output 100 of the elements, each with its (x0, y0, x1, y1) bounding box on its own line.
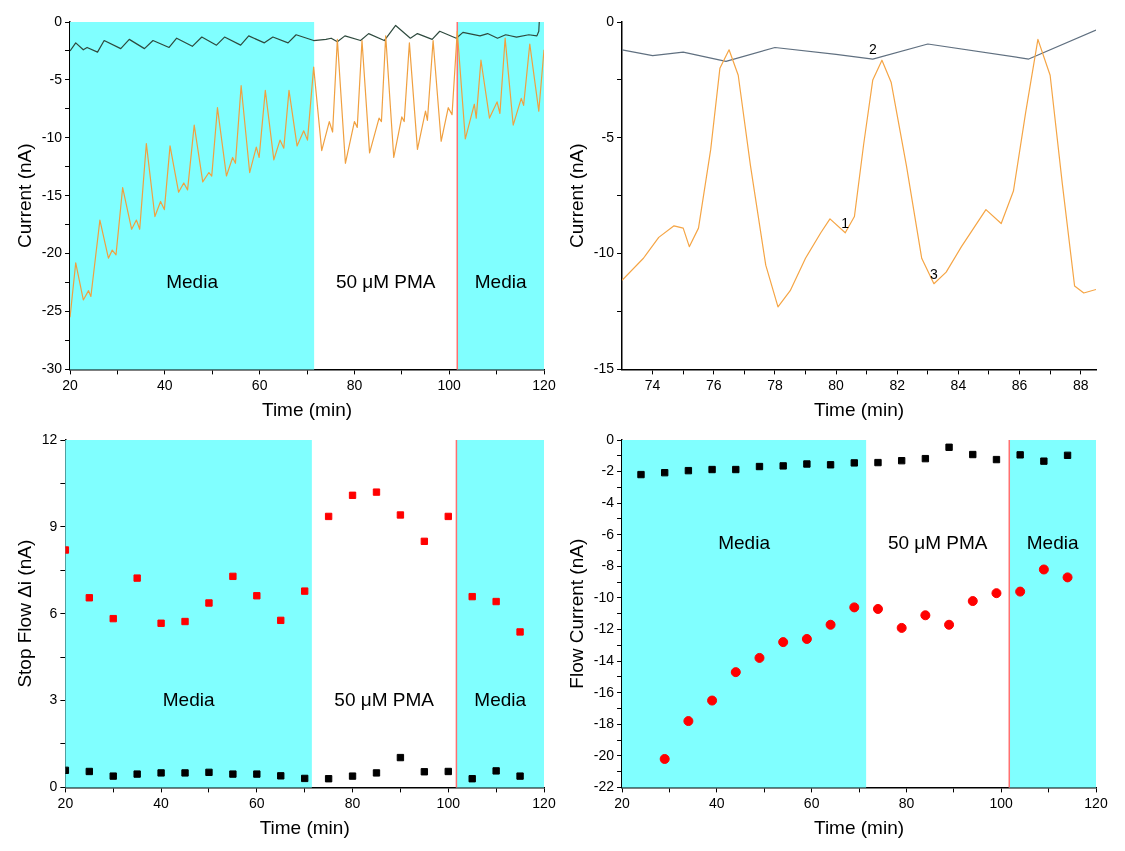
point (85, 767, 93, 776)
x-tick-label: 20 (62, 376, 79, 393)
x-tick-label: 40 (153, 794, 170, 811)
point (516, 628, 524, 636)
point (324, 512, 333, 521)
point (850, 459, 858, 467)
point (732, 465, 740, 474)
x-tick-label: 80 (828, 376, 845, 393)
x-tick-label: 100 (989, 794, 1014, 811)
point (372, 488, 381, 496)
x-tick-label: 100 (437, 376, 462, 393)
x-tick-label: 80 (344, 794, 361, 811)
x-tick-label: 86 (1011, 376, 1028, 393)
point (157, 769, 165, 777)
point (420, 537, 429, 546)
y-tick-label: -12 (593, 620, 615, 637)
point (444, 767, 452, 776)
point (779, 462, 787, 470)
x-axis-title: Time (min) (259, 816, 350, 838)
y-tick-label: 0 (54, 12, 63, 29)
point (1040, 457, 1048, 465)
point (944, 619, 955, 630)
point (181, 769, 189, 777)
x-tick-label: 76 (705, 376, 722, 393)
y-tick-label: -10 (593, 588, 615, 605)
y-tick-label: 0 (606, 12, 615, 29)
point (872, 603, 883, 614)
point (1015, 586, 1026, 597)
annotation: 3 (930, 265, 939, 282)
x-tick-label: 120 (1084, 794, 1108, 811)
y-axis-title: Flow Current (nA) (565, 538, 587, 689)
point (1038, 564, 1049, 575)
y-tick-label: -15 (41, 186, 63, 203)
y-tick-label: -25 (41, 302, 63, 319)
y-tick-label: -20 (41, 244, 63, 261)
point (921, 454, 930, 463)
band-label: Media (166, 270, 219, 292)
point (730, 667, 741, 678)
x-tick-label: 80 (346, 376, 363, 393)
x-axis-title: Time (min) (813, 398, 905, 420)
y-tick-label: 3 (49, 691, 58, 708)
x-tick-label: 84 (950, 376, 967, 393)
y-tick-label: -2 (601, 462, 615, 479)
y-tick-label: -6 (601, 525, 615, 542)
point (396, 511, 405, 519)
y-tick-label: -10 (593, 244, 615, 261)
point (825, 619, 836, 630)
y-tick-label: -16 (593, 683, 615, 700)
x-tick-label: 120 (532, 376, 556, 393)
point (826, 461, 835, 469)
x-tick-label: 120 (532, 794, 556, 811)
point (896, 622, 907, 633)
point (684, 466, 693, 475)
point (967, 596, 978, 607)
y-axis-title: Stop Flow Δi (nA) (13, 539, 35, 688)
band-label: Media (474, 270, 527, 292)
y-tick-label: 12 (41, 430, 58, 447)
point (945, 443, 953, 451)
point (444, 512, 452, 521)
x-tick-label: 20 (614, 794, 631, 811)
point (301, 774, 309, 783)
y-tick-label: 0 (49, 778, 58, 795)
x-tick-label: 60 (249, 794, 265, 811)
y-axis-title: Current (nA) (13, 143, 35, 248)
x-tick-label: 82 (889, 376, 906, 393)
y-tick-label: -10 (41, 128, 63, 145)
point (348, 491, 357, 499)
point (372, 769, 381, 777)
point (708, 465, 716, 474)
x-axis-title: Time (min) (813, 816, 905, 838)
x-tick-label: 60 (803, 794, 820, 811)
y-tick-label: -5 (49, 70, 63, 87)
x-tick-label: 74 (644, 376, 661, 393)
point (277, 772, 285, 780)
y-tick-label: -4 (601, 494, 615, 511)
point (324, 775, 333, 783)
point (707, 695, 718, 706)
point (229, 572, 237, 581)
point (301, 587, 309, 595)
point (396, 753, 405, 762)
point (637, 470, 645, 479)
point (1062, 572, 1073, 583)
point (492, 597, 500, 606)
point (85, 594, 93, 602)
point (420, 768, 429, 776)
annotation: 1 (841, 214, 850, 231)
point (181, 617, 189, 626)
y-tick-label: 6 (49, 604, 58, 621)
point (348, 772, 357, 780)
point (1016, 451, 1024, 459)
x-tick-label: 60 (251, 376, 268, 393)
point (755, 462, 764, 471)
y-tick-label: -5 (601, 128, 615, 145)
y-tick-label: -14 (593, 651, 615, 668)
point (468, 775, 476, 783)
point (516, 772, 524, 780)
point (683, 716, 694, 727)
point (659, 753, 670, 764)
x-tick-label: 100 (436, 794, 461, 811)
x-tick-label: 80 (898, 794, 915, 811)
